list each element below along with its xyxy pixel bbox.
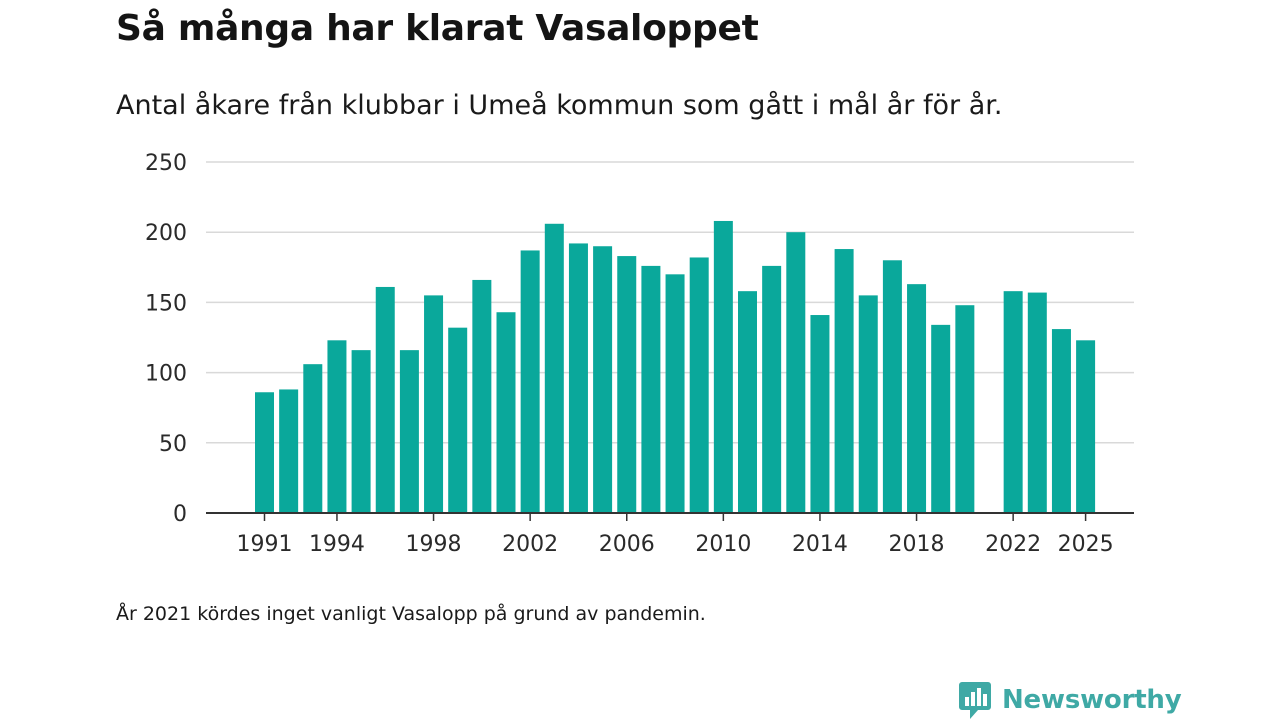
bar-2004 xyxy=(568,243,588,513)
y-tick-label-150: 150 xyxy=(145,291,187,316)
x-tick-label-2025: 2025 xyxy=(1058,532,1114,557)
bar-2020 xyxy=(955,305,975,513)
x-tick-label-2014: 2014 xyxy=(792,532,848,557)
bar-1995 xyxy=(351,350,371,513)
x-tick-label-1991: 1991 xyxy=(237,532,293,557)
y-tick-label-100: 100 xyxy=(145,362,187,387)
bar-2012 xyxy=(762,265,782,513)
bar-1991 xyxy=(255,392,274,513)
bar-2007 xyxy=(641,265,661,513)
bar-2025 xyxy=(1076,340,1096,513)
y-axis-tick-labels: 0 50 100 150 200 250 xyxy=(145,151,187,527)
bar-2001 xyxy=(496,312,516,513)
chart-title: Så många har klarat Vasaloppet xyxy=(116,8,759,49)
bar-2003 xyxy=(544,223,564,513)
bar-2015 xyxy=(834,249,854,513)
bar-2009 xyxy=(689,257,709,513)
bar-1999 xyxy=(448,327,468,513)
bar-1994 xyxy=(327,340,347,513)
x-tick-label-1994: 1994 xyxy=(309,532,365,557)
bar-2023 xyxy=(1027,292,1047,513)
x-tick-label-1998: 1998 xyxy=(406,532,462,557)
bar-2014 xyxy=(810,315,830,513)
bar-2013 xyxy=(786,232,806,513)
x-tick-label-2018: 2018 xyxy=(889,532,945,557)
bar-2024 xyxy=(1051,329,1071,513)
bar-2008 xyxy=(665,274,685,513)
x-tick-label-2006: 2006 xyxy=(599,532,655,557)
x-axis-ticks: 1991 1994 1998 2002 2006 2010 2014 2018 2022 2025 xyxy=(237,513,1114,557)
bar-2016 xyxy=(858,295,878,513)
bar-2006 xyxy=(617,256,637,513)
y-tick-label-50: 50 xyxy=(159,432,187,457)
bar-1993 xyxy=(303,364,323,513)
bar-1998 xyxy=(424,295,444,513)
bar-2010 xyxy=(713,220,733,513)
x-tick-label-2002: 2002 xyxy=(502,532,558,557)
bar-2019 xyxy=(931,324,951,513)
bar-2002 xyxy=(520,250,540,513)
bar-2011 xyxy=(738,291,757,513)
bars xyxy=(255,220,1096,514)
x-tick-label-2022: 2022 xyxy=(985,532,1041,557)
chart-subtitle: Antal åkare från klubbar i Umeå kommun s… xyxy=(116,90,1003,121)
y-tick-label-0: 0 xyxy=(173,502,187,527)
bar-2005 xyxy=(593,246,613,514)
bar-2000 xyxy=(472,279,492,513)
newsworthy-logo-text: Newsworthy xyxy=(1002,685,1182,715)
bar-1996 xyxy=(375,286,395,513)
y-tick-label-200: 200 xyxy=(145,221,187,246)
x-tick-label-2010: 2010 xyxy=(695,532,751,557)
bar-1992 xyxy=(279,389,299,513)
bar-2017 xyxy=(882,260,902,513)
bar-2018 xyxy=(907,284,927,513)
bar-chart: 0 50 100 150 200 250 1991 1994 1998 2002 2006 2010… xyxy=(145,151,1134,557)
y-tick-label-250: 250 xyxy=(145,151,187,176)
newsworthy-logo[interactable]: Newsworthy xyxy=(958,680,1182,720)
bar-1997 xyxy=(399,350,419,513)
newsworthy-logo-icon xyxy=(959,682,991,719)
bar-2022 xyxy=(1003,291,1023,513)
footnote: År 2021 kördes inget vanligt Vasalopp på… xyxy=(116,603,706,625)
